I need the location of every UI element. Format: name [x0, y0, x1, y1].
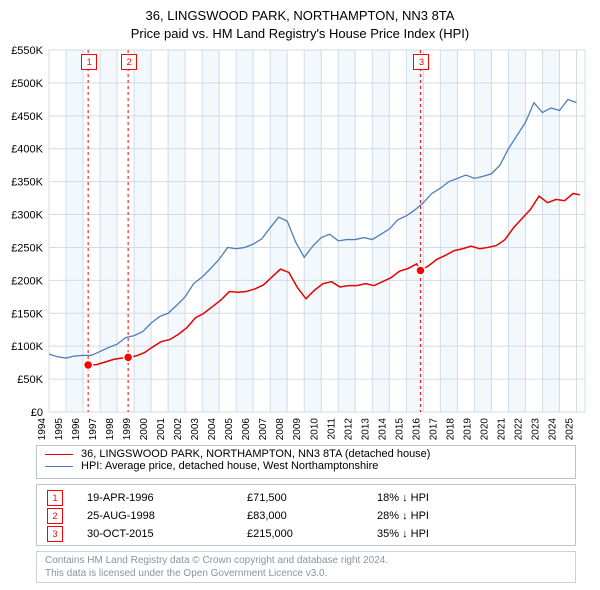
x-tick-label: 2011 — [326, 418, 337, 440]
sale-dot — [84, 360, 93, 369]
sales-row: 2 25-AUG-1998 £83,000 28% ↓ HPI — [47, 507, 565, 525]
y-tick-label: £0 — [31, 407, 43, 419]
sale-dot — [416, 266, 425, 275]
x-tick-label: 2018 — [445, 418, 456, 441]
x-tick-label: 1998 — [105, 418, 116, 441]
x-tick-label: 2001 — [156, 418, 167, 441]
y-tick-label: £150K — [11, 308, 43, 320]
y-tick-label: £550K — [11, 45, 43, 57]
legend-swatch — [45, 454, 73, 455]
legend-item-hpi: HPI: Average price, detached house, West… — [45, 460, 567, 472]
x-tick-label: 2005 — [224, 418, 235, 441]
y-tick-label: £200K — [11, 275, 43, 287]
attribution-line2: This data is licensed under the Open Gov… — [45, 568, 567, 581]
x-tick-label: 2015 — [394, 418, 405, 441]
x-tick-label: 2016 — [411, 418, 422, 441]
x-tick-label: 2007 — [258, 418, 269, 441]
x-tick-label: 2000 — [139, 418, 150, 441]
x-tick-label: 2010 — [309, 418, 320, 441]
y-tick-label: £250K — [11, 242, 43, 254]
x-tick-label: 2008 — [275, 418, 286, 441]
x-tick-label: 2004 — [207, 418, 218, 441]
x-tick-label: 1997 — [88, 418, 99, 441]
legend-label: 36, LINGSWOOD PARK, NORTHAMPTON, NN3 8TA… — [81, 448, 430, 460]
y-tick-label: £100K — [11, 341, 43, 353]
sale-price: £83,000 — [247, 510, 287, 522]
sale-date: 30-OCT-2015 — [87, 528, 154, 540]
x-tick-label: 2002 — [173, 418, 184, 441]
x-tick-label: 1996 — [71, 418, 82, 441]
x-tick-label: 2012 — [343, 418, 354, 441]
sale-date: 19-APR-1996 — [87, 492, 154, 504]
x-tick-label: 2017 — [428, 418, 439, 441]
sale-number-chip: 3 — [47, 526, 63, 542]
y-tick-label: £350K — [11, 177, 43, 189]
x-tick-label: 2020 — [479, 418, 490, 441]
x-tick-label: 2014 — [377, 418, 388, 441]
x-tick-label: 2021 — [496, 418, 507, 441]
x-tick-label: 2009 — [292, 418, 303, 441]
x-tick-label: 2025 — [564, 418, 575, 441]
y-tick-label: £450K — [11, 111, 43, 123]
sale-number-chip: 1 — [81, 54, 97, 70]
x-tick-label: 1999 — [122, 418, 133, 441]
legend-swatch — [45, 466, 73, 467]
y-tick-label: £400K — [11, 144, 43, 156]
y-tick-label: £50K — [17, 374, 43, 386]
x-tick-label: 1994 — [37, 418, 48, 441]
sale-number-chip: 3 — [413, 54, 429, 70]
x-tick-label: 2023 — [530, 418, 541, 441]
attribution-box: Contains HM Land Registry data © Crown c… — [36, 551, 576, 583]
y-tick-label: £300K — [11, 210, 43, 222]
sale-date: 25-AUG-1998 — [87, 510, 155, 522]
x-tick-label: 1995 — [54, 418, 65, 441]
sale-number-chip: 2 — [47, 508, 63, 524]
sale-number-chip: 2 — [121, 54, 137, 70]
x-tick-label: 2013 — [360, 418, 371, 441]
sale-price: £215,000 — [247, 528, 293, 540]
sales-table: 1 19-APR-1996 £71,500 18% ↓ HPI 2 25-AUG-1998… — [36, 484, 576, 546]
sale-dot — [124, 353, 133, 362]
sales-row: 3 30-OCT-2015 £215,000 35% ↓ HPI — [47, 525, 565, 543]
sales-row: 1 19-APR-1996 £71,500 18% ↓ HPI — [47, 489, 565, 507]
y-tick-label: £500K — [11, 78, 43, 90]
sale-diff: 18% ↓ HPI — [377, 492, 429, 504]
legend-box: 36, LINGSWOOD PARK, NORTHAMPTON, NN3 8TA… — [36, 445, 576, 479]
sale-diff: 28% ↓ HPI — [377, 510, 429, 522]
x-tick-label: 2022 — [513, 418, 524, 441]
x-tick-label: 2003 — [190, 418, 201, 441]
chart-container: 36, LINGSWOOD PARK, NORTHAMPTON, NN3 8TA… — [0, 0, 600, 590]
x-tick-label: 2024 — [547, 418, 558, 441]
sale-price: £71,500 — [247, 492, 287, 504]
legend-item-property: 36, LINGSWOOD PARK, NORTHAMPTON, NN3 8TA… — [45, 448, 567, 460]
sale-number-chip: 1 — [47, 490, 63, 506]
sale-diff: 35% ↓ HPI — [377, 528, 429, 540]
attribution-line1: Contains HM Land Registry data © Crown c… — [45, 555, 567, 568]
x-tick-label: 2019 — [462, 418, 473, 441]
legend-label: HPI: Average price, detached house, West… — [81, 460, 378, 472]
x-tick-label: 2006 — [241, 418, 252, 441]
